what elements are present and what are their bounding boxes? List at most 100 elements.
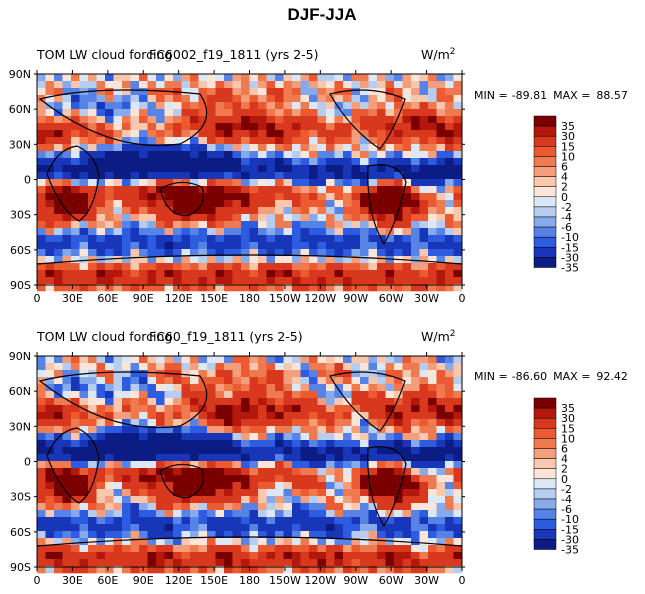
map-field-cell	[258, 496, 267, 504]
map-field-cell	[62, 88, 72, 96]
map-field-cell	[394, 440, 403, 448]
map-field-cell	[181, 109, 191, 117]
map-field-cell	[326, 277, 335, 285]
map-field-cell	[326, 356, 335, 364]
map-field-cell	[37, 249, 46, 257]
map-field-cell	[326, 151, 335, 159]
map-field-cell	[326, 566, 335, 574]
map-field-cell	[317, 116, 327, 124]
map-field-cell	[428, 461, 437, 469]
map-field-cell	[122, 172, 131, 180]
map-field-cell	[402, 263, 412, 271]
map-field-cell	[368, 426, 378, 434]
map-field-cell	[326, 384, 335, 392]
map-field-cell	[113, 214, 123, 222]
map-field-cell	[62, 461, 72, 469]
map-field-cell	[428, 235, 437, 243]
map-field-cell	[326, 158, 335, 166]
map-field-cell	[156, 151, 165, 159]
map-field-cell	[62, 95, 72, 103]
map-field-cell	[164, 356, 174, 364]
map-field-cell	[181, 193, 191, 201]
map-field-cell	[317, 482, 327, 490]
map-field-cell	[71, 482, 80, 490]
map-field-cell	[147, 242, 157, 250]
map-field-cell	[258, 277, 267, 285]
map-field-cell	[334, 391, 344, 399]
map-field-cell	[173, 235, 182, 243]
map-field-cell	[71, 398, 80, 406]
map-field-cell	[164, 144, 174, 152]
colorbar-label: -15	[561, 523, 579, 536]
map-field-cell	[300, 200, 310, 208]
map-field-cell	[419, 419, 429, 427]
map-field-cell	[215, 193, 225, 201]
map-field-cell	[411, 221, 420, 229]
map-field-cell	[317, 566, 327, 574]
map-field-cell	[283, 384, 293, 392]
map-field-cell	[385, 552, 395, 560]
map-field-cell	[249, 559, 259, 567]
map-field-cell	[181, 144, 191, 152]
map-field-cell	[377, 186, 386, 194]
map-field-cell	[402, 391, 412, 399]
map-field-cell	[258, 412, 267, 420]
map-field-cell	[224, 405, 233, 413]
map-field-cell	[147, 412, 157, 420]
panel-2-map-field	[36, 356, 463, 574]
map-field-cell	[445, 95, 454, 103]
map-field-cell	[377, 412, 386, 420]
map-field-cell	[283, 433, 293, 441]
map-field-cell	[105, 475, 114, 483]
map-field-cell	[292, 363, 301, 371]
map-field-cell	[360, 510, 369, 518]
map-field-cell	[326, 263, 335, 271]
map-field-cell	[190, 468, 199, 476]
x-tick-label: 0	[34, 574, 41, 587]
map-field-cell	[394, 116, 403, 124]
map-field-cell	[283, 426, 293, 434]
map-field-cell	[377, 228, 386, 236]
map-field-cell	[292, 116, 301, 124]
map-field-cell	[147, 207, 157, 215]
map-field-cell	[351, 116, 361, 124]
map-field-cell	[215, 130, 225, 138]
map-field-cell	[173, 391, 182, 399]
map-field-cell	[436, 102, 446, 110]
map-field-cell	[309, 566, 318, 574]
map-field-cell	[71, 263, 80, 271]
colorbar-label: 4	[561, 171, 568, 184]
map-field-cell	[130, 116, 140, 124]
colorbar-swatch	[533, 529, 557, 540]
map-field-cell	[105, 249, 114, 257]
map-field-cell	[79, 179, 89, 187]
map-field-cell	[139, 116, 148, 124]
map-field-cell	[275, 545, 284, 553]
map-field-cell	[300, 123, 310, 131]
map-field-cell	[317, 193, 327, 201]
map-field-cell	[105, 398, 114, 406]
map-field-cell	[173, 74, 182, 82]
map-field-cell	[232, 454, 242, 462]
map-field-cell	[62, 193, 72, 201]
map-field-cell	[54, 277, 63, 285]
map-field-cell	[326, 468, 335, 476]
map-field-cell	[122, 116, 131, 124]
map-field-cell	[309, 151, 318, 159]
map-field-cell	[45, 228, 55, 236]
map-field-cell	[232, 363, 242, 371]
map-field-cell	[122, 552, 131, 560]
map-field-cell	[368, 419, 378, 427]
map-field-cell	[368, 151, 378, 159]
map-field-cell	[241, 461, 250, 469]
map-field-cell	[394, 235, 403, 243]
map-field-cell	[411, 186, 420, 194]
map-field-cell	[445, 172, 454, 180]
map-field-cell	[283, 524, 293, 532]
map-field-cell	[88, 426, 97, 434]
map-field-cell	[198, 531, 208, 539]
map-field-cell	[139, 377, 148, 385]
map-field-cell	[122, 249, 131, 257]
map-field-cell	[300, 552, 310, 560]
map-field-cell	[436, 559, 446, 567]
